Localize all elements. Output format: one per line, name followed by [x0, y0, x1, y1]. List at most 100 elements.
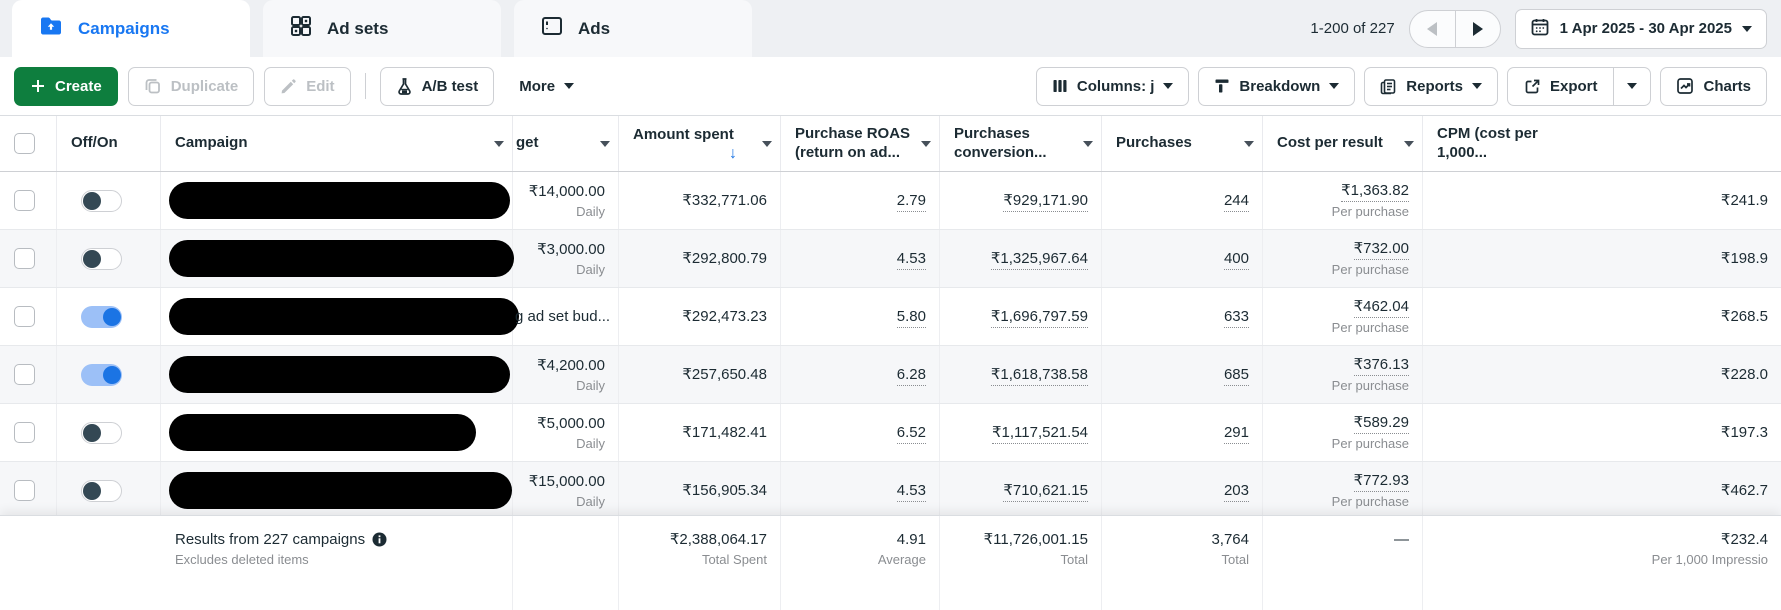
charts-button[interactable]: Charts	[1660, 67, 1767, 106]
calendar-icon	[1530, 17, 1550, 41]
budget-value: ₹14,000.00	[529, 181, 605, 202]
row-checkbox[interactable]	[14, 480, 35, 501]
header-amount-spent[interactable]: Amount spent ↓	[619, 116, 781, 171]
table-header-row: Off/On Campaign get Amount spent ↓ Purch…	[0, 115, 1781, 172]
purchases-conversion-value: ₹1,325,967.64	[991, 248, 1088, 270]
footer-results-text: Results from 227 campaigns	[175, 529, 365, 550]
row-checkbox[interactable]	[14, 190, 35, 211]
footer-excludes-text: Excludes deleted items	[175, 550, 512, 570]
chevron-down-icon	[1472, 83, 1482, 94]
cost-per-result-label: Per purchase	[1332, 318, 1409, 337]
table-footer: Results from 227 campaigns Excludes dele…	[0, 515, 1781, 610]
amount-spent-value: ₹332,771.06	[682, 190, 767, 211]
tab-ads-label: Ads	[578, 19, 610, 39]
charts-button-label: Charts	[1703, 78, 1751, 95]
campaign-toggle[interactable]	[81, 306, 122, 328]
duplicate-button[interactable]: Duplicate	[128, 67, 255, 106]
header-campaign[interactable]: Campaign	[161, 116, 513, 171]
redacted-campaign-name	[169, 240, 514, 277]
pagination-range: 1-200 of 227	[1310, 20, 1394, 37]
cost-per-result-label: Per purchase	[1332, 376, 1409, 395]
header-cost-per-result[interactable]: Cost per result	[1263, 116, 1423, 171]
tab-campaigns[interactable]: Campaigns	[12, 0, 250, 57]
export-button[interactable]: Export	[1508, 68, 1614, 105]
footer-purchases-cell: 3,764 Total	[1102, 516, 1263, 610]
cost-per-result-label: Per purchase	[1332, 260, 1409, 279]
purchase-roas-value: 6.28	[897, 364, 926, 386]
row-checkbox[interactable]	[14, 364, 35, 385]
redacted-campaign-name	[169, 182, 510, 219]
prev-page-button[interactable]	[1410, 11, 1455, 47]
redacted-campaign-name	[169, 414, 476, 451]
row-checkbox[interactable]	[14, 248, 35, 269]
edit-pencil-icon	[280, 78, 297, 95]
campaign-toggle[interactable]	[81, 248, 122, 270]
campaign-toggle[interactable]	[81, 364, 122, 386]
edit-button[interactable]: Edit	[264, 67, 350, 106]
cpm-value: ₹241.9	[1721, 190, 1768, 211]
ab-test-button-label: A/B test	[422, 78, 479, 95]
reports-button[interactable]: Reports	[1364, 67, 1498, 106]
breakdown-icon	[1214, 78, 1230, 94]
amount-spent-value: ₹292,800.79	[682, 248, 767, 269]
create-button-label: Create	[55, 78, 102, 95]
table-row: ₹15,000.00 Daily ₹156,905.34 4.53 ₹710,6…	[0, 462, 1781, 520]
campaign-toggle[interactable]	[81, 190, 122, 212]
footer-budget-cell	[513, 516, 619, 610]
date-range-button[interactable]: 1 Apr 2025 - 30 Apr 2025	[1515, 9, 1767, 49]
export-split-button: Export	[1507, 67, 1652, 106]
header-purchases-conversion[interactable]: Purchases conversion...	[940, 116, 1102, 171]
sort-caret-icon	[1404, 141, 1414, 152]
sort-caret-icon	[1244, 141, 1254, 152]
export-button-label: Export	[1550, 78, 1598, 95]
tab-ads[interactable]: Ads	[514, 0, 752, 57]
tab-ad-sets-label: Ad sets	[327, 19, 388, 39]
campaigns-folder-icon	[38, 13, 64, 44]
header-cpm[interactable]: CPM (cost per 1,000...	[1423, 116, 1781, 171]
header-off-on[interactable]: Off/On	[57, 116, 161, 171]
sort-caret-icon	[762, 141, 772, 152]
header-budget[interactable]: get	[513, 116, 619, 171]
budget-value: ₹4,200.00	[537, 355, 605, 376]
prev-arrow-icon	[1427, 22, 1437, 36]
amount-spent-value: ₹156,905.34	[682, 480, 767, 501]
row-checkbox[interactable]	[14, 422, 35, 443]
export-options-button[interactable]	[1613, 68, 1650, 105]
purchase-roas-value: 6.52	[897, 422, 926, 444]
ab-test-button[interactable]: A/B test	[380, 67, 495, 106]
export-icon	[1524, 78, 1541, 95]
purchases-value: 685	[1224, 364, 1249, 386]
row-checkbox[interactable]	[14, 306, 35, 327]
header-purchases[interactable]: Purchases	[1102, 116, 1263, 171]
budget-type-label: Daily	[576, 492, 605, 511]
ad-sets-grid-icon	[289, 14, 313, 43]
next-page-button[interactable]	[1455, 11, 1500, 47]
redacted-campaign-name	[169, 472, 512, 509]
table-row: ₹3,000.00 Daily ₹292,800.79 4.53 ₹1,325,…	[0, 230, 1781, 288]
campaign-toggle[interactable]	[81, 422, 122, 444]
table-row: ₹5,000.00 Daily ₹171,482.41 6.52 ₹1,117,…	[0, 404, 1781, 462]
header-purchase-roas[interactable]: Purchase ROAS (return on ad...	[781, 116, 940, 171]
campaign-toggle[interactable]	[81, 480, 122, 502]
ab-test-flask-icon	[396, 77, 413, 95]
purchases-conversion-value: ₹929,171.90	[1003, 190, 1088, 212]
toggle-knob	[83, 250, 101, 268]
sort-caret-icon	[600, 141, 610, 152]
budget-type-label: Daily	[576, 260, 605, 279]
table-row: ₹4,200.00 Daily ₹257,650.48 6.28 ₹1,618,…	[0, 346, 1781, 404]
tab-ad-sets[interactable]: Ad sets	[263, 0, 501, 57]
select-all-checkbox[interactable]	[14, 133, 35, 154]
breakdown-button[interactable]: Breakdown	[1198, 67, 1355, 106]
charts-icon	[1676, 77, 1694, 95]
budget-value: ₹5,000.00	[537, 413, 605, 434]
purchase-roas-value: 4.53	[897, 480, 926, 502]
columns-button[interactable]: Columns: j	[1036, 67, 1190, 106]
budget-value: ₹3,000.00	[537, 239, 605, 260]
info-icon[interactable]	[372, 532, 387, 547]
more-button[interactable]: More	[504, 67, 589, 106]
reports-icon	[1380, 78, 1397, 95]
footer-cpm-value: ₹232.4	[1721, 529, 1768, 550]
amount-spent-value: ₹171,482.41	[682, 422, 767, 443]
sort-desc-arrow-icon: ↓	[729, 147, 758, 161]
create-button[interactable]: Create	[14, 67, 118, 106]
